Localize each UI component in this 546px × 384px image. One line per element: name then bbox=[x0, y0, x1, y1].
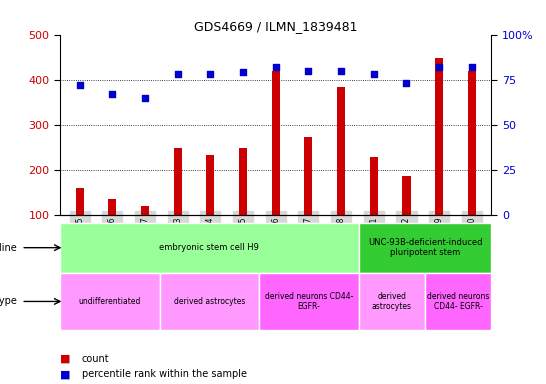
Point bbox=[141, 95, 150, 101]
Bar bbox=[206, 155, 215, 215]
Bar bbox=[272, 71, 280, 215]
Point bbox=[467, 64, 476, 70]
Text: derived astrocytes: derived astrocytes bbox=[174, 297, 245, 306]
Text: undifferentiated: undifferentiated bbox=[79, 297, 141, 306]
Bar bbox=[60, 223, 359, 273]
Point bbox=[108, 91, 117, 97]
Text: UNC-93B-deficient-induced
pluripotent stem: UNC-93B-deficient-induced pluripotent st… bbox=[368, 238, 482, 257]
Text: derived neurons
CD44- EGFR-: derived neurons CD44- EGFR- bbox=[427, 292, 489, 311]
Title: GDS4669 / ILMN_1839481: GDS4669 / ILMN_1839481 bbox=[194, 20, 358, 33]
Bar bbox=[337, 87, 345, 215]
Point bbox=[173, 71, 182, 77]
Text: count: count bbox=[82, 354, 110, 364]
Point bbox=[435, 64, 443, 70]
Bar bbox=[75, 188, 84, 215]
Point bbox=[206, 71, 215, 77]
Text: derived neurons CD44-
EGFR-: derived neurons CD44- EGFR- bbox=[265, 292, 353, 311]
Bar bbox=[359, 273, 425, 330]
Text: cell line: cell line bbox=[0, 243, 17, 253]
Text: ■: ■ bbox=[60, 369, 70, 379]
Point bbox=[239, 70, 247, 76]
Point bbox=[304, 68, 313, 74]
Bar bbox=[370, 157, 378, 215]
Bar bbox=[359, 223, 491, 273]
Bar bbox=[159, 273, 259, 330]
Point bbox=[337, 68, 346, 74]
Point bbox=[271, 64, 280, 70]
Text: percentile rank within the sample: percentile rank within the sample bbox=[82, 369, 247, 379]
Bar bbox=[141, 206, 149, 215]
Bar bbox=[304, 137, 312, 215]
Point bbox=[370, 71, 378, 77]
Bar bbox=[60, 273, 159, 330]
Bar bbox=[108, 199, 116, 215]
Text: cell type: cell type bbox=[0, 296, 17, 306]
Bar bbox=[468, 71, 476, 215]
Bar bbox=[435, 58, 443, 215]
Text: embryonic stem cell H9: embryonic stem cell H9 bbox=[159, 243, 259, 252]
Bar bbox=[239, 148, 247, 215]
Bar bbox=[259, 273, 359, 330]
Point bbox=[75, 82, 84, 88]
Bar bbox=[402, 176, 411, 215]
Text: derived
astrocytes: derived astrocytes bbox=[372, 292, 412, 311]
Bar bbox=[425, 273, 491, 330]
Bar bbox=[174, 148, 182, 215]
Text: ■: ■ bbox=[60, 354, 70, 364]
Point bbox=[402, 80, 411, 86]
